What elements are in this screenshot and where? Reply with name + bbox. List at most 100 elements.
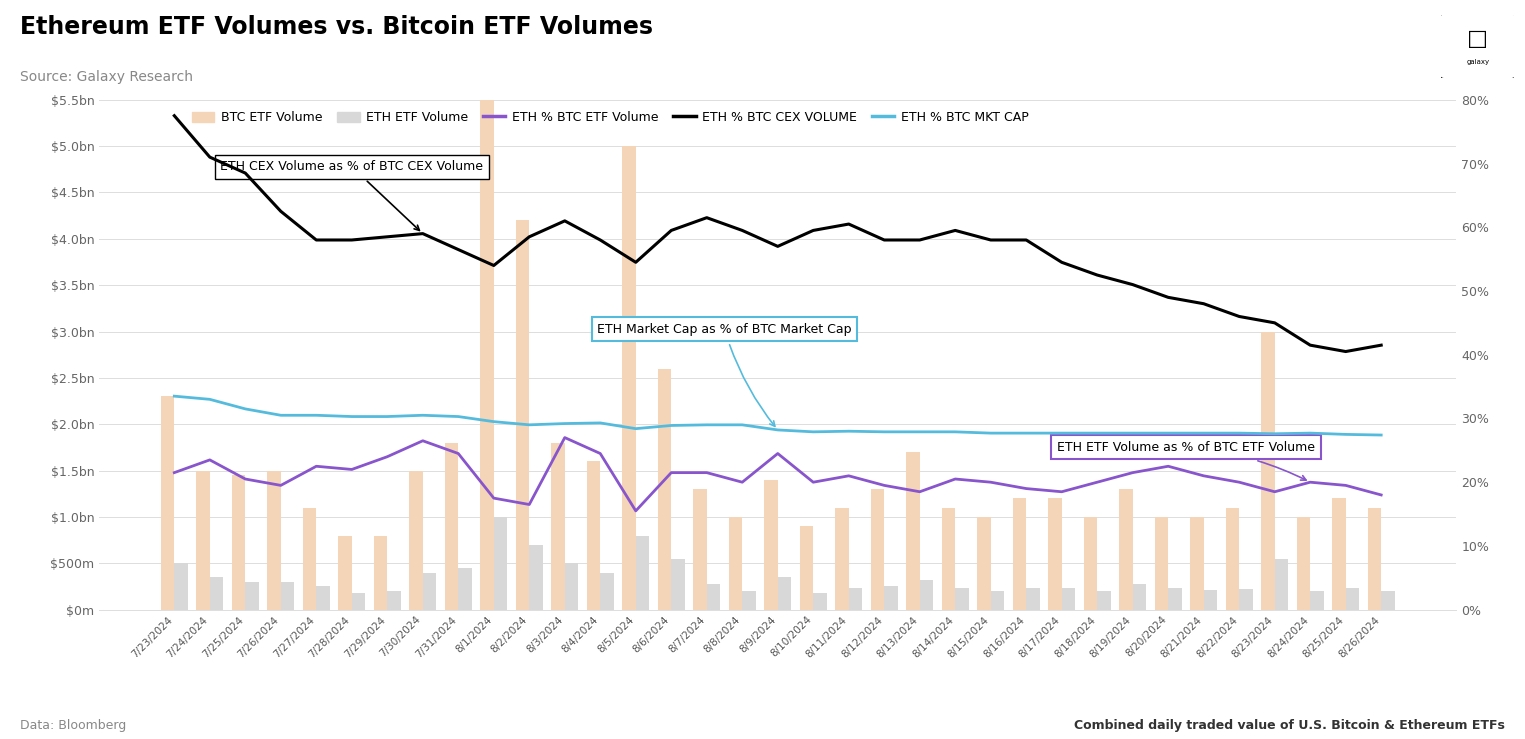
- ETH % BTC ETF Volume: [555, 433, 573, 442]
- Bar: [529, 545, 543, 610]
- Legend: BTC ETF Volume, ETH ETF Volume, ETH % BTC ETF Volume, ETH % BTC CEX VOLUME, ETH : BTC ETF Volume, ETH ETF Volume, ETH % BT…: [186, 106, 1034, 129]
- ETH % BTC MKT CAP: [982, 429, 1000, 437]
- ETH % BTC ETF Volume: [378, 452, 396, 461]
- ETH % BTC CEX VOLUME: [910, 236, 929, 245]
- ETH % BTC MKT CAP: [1231, 429, 1249, 437]
- Bar: [906, 452, 920, 610]
- Bar: [636, 536, 650, 610]
- Bar: [494, 517, 508, 610]
- ETH % BTC CEX VOLUME: [734, 226, 752, 235]
- ETH % BTC CEX VOLUME: [343, 236, 361, 245]
- Bar: [352, 593, 366, 610]
- Bar: [991, 591, 1005, 610]
- ETH % BTC ETF Volume: [1372, 491, 1391, 500]
- ETH % BTC CEX VOLUME: [804, 226, 822, 235]
- ETH % BTC ETF Volume: [271, 481, 290, 490]
- ETH % BTC CEX VOLUME: [413, 229, 432, 238]
- ETH % BTC ETF Volume: [982, 477, 1000, 486]
- ETH % BTC ETF Volume: [840, 471, 859, 480]
- Bar: [1226, 508, 1240, 610]
- ETH % BTC CEX VOLUME: [271, 207, 290, 216]
- ETH % BTC MKT CAP: [592, 418, 610, 427]
- ETH % BTC CEX VOLUME: [840, 219, 859, 228]
- ETH % BTC CEX VOLUME: [236, 168, 255, 177]
- Bar: [1368, 508, 1382, 610]
- ETH % BTC MKT CAP: [769, 426, 787, 435]
- ETH % BTC ETF Volume: [1087, 477, 1106, 486]
- ETH % BTC ETF Volume: [662, 469, 680, 477]
- Bar: [764, 480, 778, 610]
- Line: ETH % BTC ETF Volume: ETH % BTC ETF Volume: [174, 437, 1382, 511]
- ETH % BTC CEX VOLUME: [450, 245, 468, 254]
- Bar: [1061, 588, 1075, 610]
- Bar: [601, 573, 613, 610]
- ETH % BTC CEX VOLUME: [485, 261, 503, 270]
- ETH % BTC MKT CAP: [662, 421, 680, 430]
- ETH % BTC ETF Volume: [201, 455, 220, 464]
- Bar: [799, 526, 813, 610]
- ETH % BTC MKT CAP: [378, 412, 396, 421]
- ETH % BTC CEX VOLUME: [1301, 341, 1319, 350]
- Bar: [1203, 590, 1217, 610]
- ETH % BTC ETF Volume: [520, 500, 538, 509]
- Bar: [1013, 498, 1026, 610]
- ETH % BTC ETF Volume: [946, 474, 964, 483]
- ETH % BTC MKT CAP: [840, 426, 859, 435]
- ETH % BTC ETF Volume: [1017, 484, 1035, 493]
- ETH % BTC MKT CAP: [555, 419, 573, 428]
- ETH % BTC ETF Volume: [734, 477, 752, 486]
- Text: galaxy: galaxy: [1466, 59, 1490, 65]
- Bar: [1119, 489, 1133, 610]
- ETH % BTC MKT CAP: [307, 411, 325, 420]
- Bar: [316, 587, 329, 610]
- Bar: [303, 508, 316, 610]
- ETH % BTC MKT CAP: [1301, 429, 1319, 437]
- Bar: [729, 517, 743, 610]
- ETH % BTC CEX VOLUME: [1052, 258, 1071, 267]
- ETH % BTC MKT CAP: [236, 404, 255, 413]
- Bar: [1026, 588, 1040, 610]
- ETH % BTC ETF Volume: [627, 506, 645, 515]
- Bar: [564, 563, 578, 610]
- Bar: [1190, 517, 1203, 610]
- ETH % BTC CEX VOLUME: [697, 214, 715, 222]
- Bar: [871, 489, 884, 610]
- ETH % BTC CEX VOLUME: [1194, 299, 1212, 308]
- ETH % BTC ETF Volume: [592, 449, 610, 458]
- Bar: [743, 591, 756, 610]
- ETH % BTC ETF Volume: [1194, 471, 1212, 480]
- Bar: [210, 577, 223, 610]
- ETH % BTC ETF Volume: [485, 494, 503, 503]
- ETH % BTC CEX VOLUME: [1017, 236, 1035, 245]
- ETH % BTC ETF Volume: [769, 449, 787, 458]
- ETH % BTC MKT CAP: [697, 420, 715, 429]
- Bar: [339, 536, 352, 610]
- Bar: [1296, 517, 1310, 610]
- Bar: [1345, 588, 1359, 610]
- Bar: [813, 593, 827, 610]
- ETH % BTC CEX VOLUME: [982, 236, 1000, 245]
- Bar: [671, 559, 685, 610]
- ETH % BTC MKT CAP: [520, 420, 538, 429]
- ETH % BTC ETF Volume: [910, 487, 929, 496]
- Bar: [1096, 591, 1110, 610]
- ETH % BTC CEX VOLUME: [1159, 293, 1177, 302]
- ETH % BTC MKT CAP: [165, 392, 183, 401]
- ETH % BTC MKT CAP: [1052, 429, 1071, 437]
- ETH % BTC MKT CAP: [1087, 429, 1106, 437]
- ETH % BTC CEX VOLUME: [1266, 319, 1284, 327]
- ETH % BTC ETF Volume: [236, 474, 255, 483]
- Bar: [942, 508, 955, 610]
- Bar: [374, 536, 387, 610]
- ETH % BTC CEX VOLUME: [1372, 341, 1391, 350]
- Bar: [849, 588, 862, 610]
- ETH % BTC MKT CAP: [1372, 431, 1391, 440]
- Bar: [1310, 591, 1324, 610]
- Bar: [197, 471, 210, 610]
- Bar: [281, 582, 294, 610]
- Bar: [1240, 589, 1252, 610]
- Bar: [1275, 559, 1289, 610]
- ETH % BTC ETF Volume: [450, 449, 468, 458]
- Bar: [1133, 584, 1147, 610]
- Bar: [232, 475, 246, 610]
